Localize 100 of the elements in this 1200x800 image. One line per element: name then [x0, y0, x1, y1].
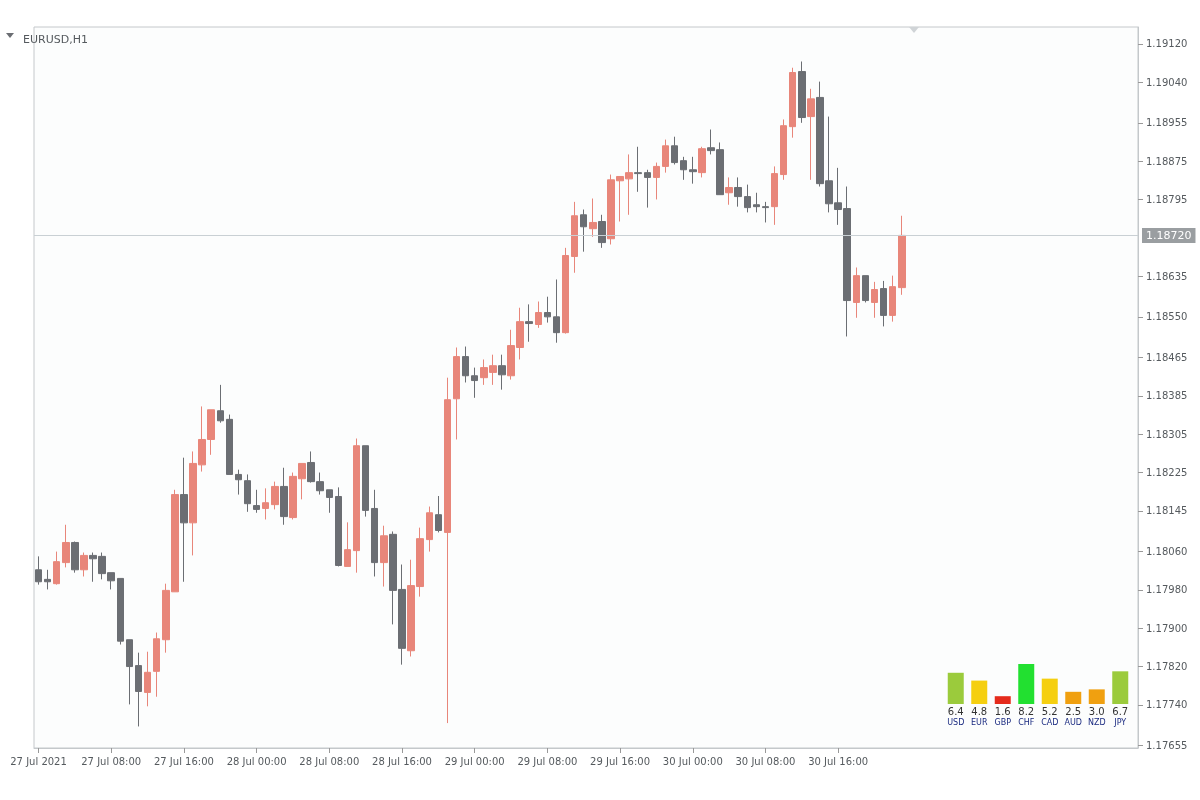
x-tick-label: 28 Jul 16:00 [372, 755, 432, 767]
y-tick-label: 1.18795 [1146, 193, 1188, 205]
candlestick [644, 169, 651, 209]
candlestick [580, 209, 587, 253]
x-tick-label: 27 Jul 16:00 [153, 755, 214, 767]
bar [1088, 689, 1105, 704]
x-tick-label: 29 Jul 00:00 [444, 755, 505, 767]
y-tick-label: 1.18635 [1146, 270, 1188, 282]
candlestick [117, 577, 124, 646]
y-tick-label: 1.17740 [1146, 699, 1188, 711]
candlestick [380, 525, 388, 588]
candlestick [544, 296, 551, 324]
candlestick [725, 176, 733, 206]
candlestick [653, 162, 660, 200]
bar [947, 672, 964, 704]
candlestick [671, 136, 678, 165]
candlestick [598, 214, 606, 249]
candlestick [444, 377, 451, 724]
x-tick-label: NZD [1087, 717, 1106, 727]
candlestick [771, 165, 778, 226]
candlestick [353, 438, 360, 574]
text: EURUSD,H1 [23, 33, 88, 46]
x-tick-label: 29 Jul 08:00 [517, 755, 578, 767]
x-tick-label: 30 Jul 00:00 [662, 755, 723, 767]
x-tick-label: 28 Jul 08:00 [299, 755, 360, 767]
candlestick [734, 176, 742, 208]
candlestick [471, 367, 478, 399]
y-tick-label: 1.17655 [1146, 740, 1188, 752]
candlestick [235, 469, 242, 496]
candlestick [634, 146, 642, 193]
candlestick [662, 139, 669, 174]
y-tick-label: 1.18145 [1146, 505, 1188, 517]
x-tick-label: USD [947, 717, 965, 727]
candlestick [217, 384, 224, 424]
data-label: 6.7 [1112, 705, 1129, 717]
bar [1018, 664, 1035, 704]
candlestick [780, 118, 787, 181]
candlestick [762, 201, 769, 223]
bar [1112, 671, 1129, 704]
candlestick [44, 569, 51, 590]
candlestick [153, 632, 160, 698]
candlestick [326, 489, 333, 514]
candlestick [553, 278, 560, 344]
candlestick [271, 481, 279, 510]
x-tick-label: GBP [994, 717, 1012, 727]
y-tick-label: 1.17900 [1146, 622, 1188, 634]
candlestick [798, 60, 806, 124]
data-label: 6.4 [947, 705, 964, 717]
candlestick [71, 541, 79, 574]
candlestick [498, 354, 506, 391]
candlestick [462, 346, 469, 383]
candlestick [453, 347, 460, 440]
candlestick [226, 414, 233, 475]
candlestick [689, 156, 697, 185]
candlestick [789, 67, 796, 139]
bar [994, 696, 1011, 704]
x-tick-label: AUD [1064, 717, 1082, 727]
candlestick [35, 555, 42, 586]
x-tick-label: JPY [1113, 717, 1127, 727]
candlestick [262, 487, 269, 520]
candlestick [253, 489, 260, 514]
data-label: 3.0 [1088, 705, 1105, 717]
y-tick-label: 1.18385 [1146, 390, 1188, 402]
candlestick [180, 457, 188, 583]
candlestick [889, 275, 896, 323]
x-tick-label: 30 Jul 08:00 [735, 755, 796, 767]
candlestick [335, 486, 342, 567]
bar [1041, 678, 1058, 704]
x-tick-label: CHF [1018, 717, 1035, 727]
candlestick [371, 489, 378, 577]
candlestick [753, 192, 760, 213]
candlestick [244, 473, 251, 513]
data-label: 5.2 [1041, 705, 1058, 717]
candlestick [571, 201, 578, 274]
x-tick-label: 30 Jul 16:00 [808, 755, 869, 767]
data-label: 8.2 [1018, 705, 1035, 717]
candlestick [435, 495, 442, 533]
ref-line-label: 1.18720 [1146, 228, 1192, 242]
candlestick [698, 146, 706, 178]
candlestick [525, 303, 533, 343]
x-tick-label: 29 Jul 16:00 [590, 755, 651, 767]
bar [971, 680, 988, 704]
x-tick-label: EUR [971, 717, 988, 727]
y-tick-label: 1.17980 [1146, 584, 1188, 596]
y-tick-label: 1.18955 [1146, 117, 1188, 129]
data-label: 2.5 [1065, 705, 1082, 717]
y-tick-label: 1.18225 [1146, 467, 1188, 479]
y-tick-label: 1.19040 [1146, 76, 1188, 88]
candlestick [853, 266, 860, 319]
data-label: 1.6 [994, 705, 1011, 717]
candlestick [126, 639, 133, 705]
candlestick [62, 524, 70, 568]
candlestick [562, 247, 569, 335]
candlestick [862, 275, 869, 303]
y-tick-label: 1.19120 [1146, 38, 1188, 50]
candlestick [80, 552, 88, 577]
candlestick [426, 506, 433, 553]
candlestick [589, 198, 597, 238]
x-tick-label: CAD [1041, 717, 1059, 727]
y-tick-label: 1.18305 [1146, 428, 1188, 440]
